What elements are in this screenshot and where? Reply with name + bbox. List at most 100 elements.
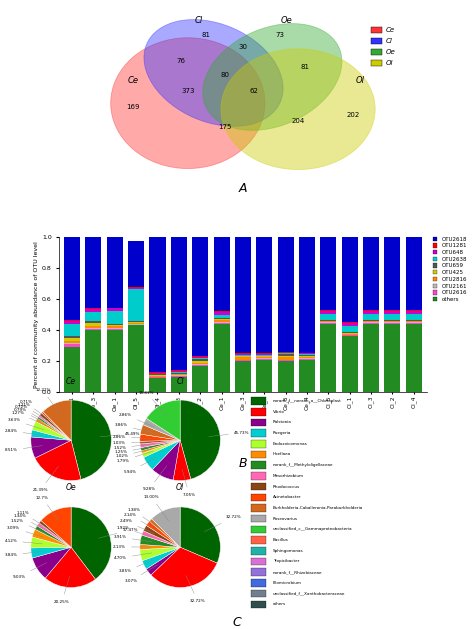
Text: 32.72%: 32.72% [186, 576, 205, 603]
Text: 20.25%: 20.25% [54, 576, 70, 604]
Bar [256, 357, 272, 358]
Bar [406, 311, 422, 314]
Text: Endozoicomonas: Endozoicomonas [273, 442, 308, 446]
Bar [384, 311, 401, 314]
FancyBboxPatch shape [372, 60, 382, 66]
Bar [278, 232, 294, 352]
Bar [384, 310, 401, 311]
Text: 1.25%: 1.25% [114, 447, 152, 454]
Wedge shape [41, 507, 71, 547]
Bar [406, 323, 422, 324]
Bar [235, 360, 251, 361]
FancyBboxPatch shape [372, 27, 382, 33]
Bar [214, 323, 229, 324]
Bar [192, 365, 208, 392]
Bar [278, 353, 294, 354]
Text: 1.02%: 1.02% [115, 448, 152, 458]
Bar [214, 315, 229, 318]
Text: 0.79%: 0.79% [13, 408, 47, 424]
Bar [320, 323, 337, 324]
Bar [363, 323, 379, 324]
Wedge shape [35, 526, 71, 547]
Bar [406, 314, 422, 320]
Text: Rhodococcus: Rhodococcus [273, 484, 300, 489]
Bar [107, 311, 123, 324]
Bar [64, 347, 80, 392]
Bar [278, 357, 294, 360]
Text: Burkholderia-Caballeronia-Paraburkholderia: Burkholderia-Caballeronia-Paraburkholder… [273, 506, 363, 510]
Text: 204: 204 [292, 118, 305, 125]
Bar [149, 375, 165, 376]
Text: 3.63%: 3.63% [8, 418, 44, 430]
Legend: OTU2618, OTU1281, OTU648, OTU2638, OTU659, OTU425, OTU2816, OTU2161, OTU2616, ot: OTU2618, OTU1281, OTU648, OTU2638, OTU65… [433, 237, 467, 302]
Bar [85, 323, 101, 326]
Text: 175: 175 [218, 125, 231, 130]
Text: 30: 30 [238, 44, 247, 50]
Bar [128, 324, 144, 325]
Text: 4.70%: 4.70% [114, 553, 152, 560]
Bar [149, 372, 165, 373]
Bar [149, 377, 165, 378]
Bar [251, 430, 266, 437]
Text: 15.81%: 15.81% [139, 391, 166, 415]
Text: 45.73%: 45.73% [209, 431, 249, 437]
Bar [251, 440, 266, 448]
Text: 4.12%: 4.12% [4, 539, 42, 544]
Bar [149, 378, 165, 392]
Bar [64, 320, 80, 321]
Text: 1.38%: 1.38% [127, 508, 159, 528]
Bar [85, 321, 101, 323]
Bar [320, 310, 337, 311]
Bar [278, 352, 294, 353]
Bar [256, 353, 272, 354]
Bar [128, 288, 144, 289]
Bar [251, 451, 266, 459]
Text: Hoeflaea: Hoeflaea [273, 452, 291, 457]
Bar [278, 354, 294, 357]
Bar [251, 408, 266, 416]
Wedge shape [71, 400, 111, 479]
Bar [406, 324, 422, 392]
Text: Mesorhizobium: Mesorhizobium [273, 474, 304, 478]
Bar [235, 354, 251, 355]
Bar [149, 374, 165, 375]
Text: 8.51%: 8.51% [5, 445, 43, 452]
Bar [214, 322, 229, 323]
Text: 9.03%: 9.03% [12, 563, 46, 579]
Wedge shape [140, 434, 180, 442]
Bar [256, 355, 272, 357]
Bar [149, 373, 165, 374]
Bar [235, 232, 251, 353]
Bar [214, 311, 229, 312]
Wedge shape [37, 416, 71, 440]
Bar [192, 361, 208, 364]
Wedge shape [40, 413, 71, 440]
Wedge shape [32, 529, 71, 547]
Text: 1.92%: 1.92% [117, 526, 153, 537]
Text: unclassified_f__Xanthobacteraceae: unclassified_f__Xanthobacteraceae [273, 591, 346, 596]
Text: Oe: Oe [386, 49, 396, 55]
Bar [299, 355, 315, 357]
Bar [251, 569, 266, 576]
Bar [107, 329, 123, 330]
Text: 1.79%: 1.79% [117, 451, 153, 463]
Bar [214, 320, 229, 322]
Bar [171, 372, 187, 373]
Bar [214, 324, 229, 392]
Bar [342, 333, 358, 334]
Bar [85, 308, 101, 309]
Bar [107, 325, 123, 326]
Bar [384, 323, 401, 324]
Bar [363, 324, 379, 392]
Y-axis label: Percent of community abundance of OTU level: Percent of community abundance of OTU le… [34, 241, 39, 388]
Bar [149, 376, 165, 377]
Bar [107, 330, 123, 392]
Text: 1.21%: 1.21% [17, 403, 49, 421]
Bar [342, 326, 358, 332]
Wedge shape [140, 535, 180, 547]
Bar [342, 337, 358, 392]
Bar [171, 376, 187, 377]
FancyBboxPatch shape [372, 49, 382, 55]
Wedge shape [173, 440, 191, 481]
Text: norank_f__Methyloligellaceae: norank_f__Methyloligellaceae [273, 463, 334, 467]
